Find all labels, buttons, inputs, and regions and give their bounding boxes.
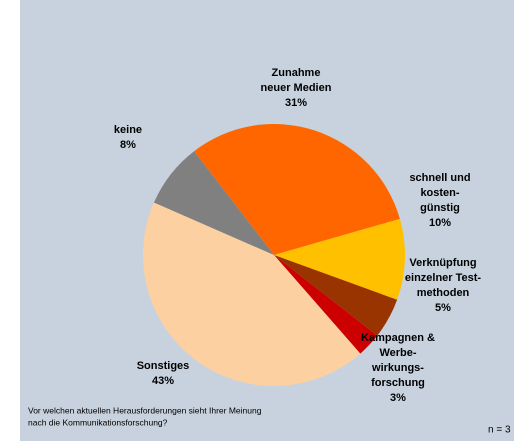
value-label: 31%: [285, 97, 307, 109]
slice-label: Werbe-: [379, 347, 416, 359]
sample-size: n = 3: [488, 425, 511, 436]
slice-label: kosten-: [420, 187, 459, 199]
slice-label: methoden: [417, 287, 470, 299]
value-label: 3%: [390, 392, 406, 404]
value-label: 5%: [435, 302, 451, 314]
slice-label: keine: [114, 124, 142, 136]
slice-label: neuer Medien: [261, 82, 332, 94]
value-label: 43%: [152, 375, 174, 387]
slice-label: Sonstiges: [137, 360, 190, 372]
pie-slice: [274, 255, 378, 354]
footnote: Vor welchen aktuellen Herausforderungen …: [28, 405, 262, 415]
slice-label: schnell und: [409, 172, 470, 184]
value-label: 8%: [120, 139, 136, 151]
slice-label: Zunahme: [272, 67, 321, 79]
pie-slice: [142, 202, 361, 387]
pie-slice: [194, 123, 400, 255]
slice-label: günstig: [420, 202, 460, 214]
slice-label: forschung: [371, 377, 425, 389]
footnote: nach die Kommunikationsforschung?: [28, 417, 168, 427]
pie-slice: [274, 255, 398, 336]
pie-slice: [153, 151, 274, 255]
pie-slice: [274, 218, 405, 300]
slice-label: einzelner Test-: [405, 272, 482, 284]
slice-label: wirkungs-: [371, 362, 424, 374]
slice-label: Kampagnen &: [361, 332, 435, 344]
pie: [142, 123, 405, 387]
value-label: 10%: [429, 217, 451, 229]
slice-label: Verknüpfung: [409, 257, 476, 269]
labels: Zunahme neuer Medien 31% schnell und kosten-…: [114, 67, 482, 404]
